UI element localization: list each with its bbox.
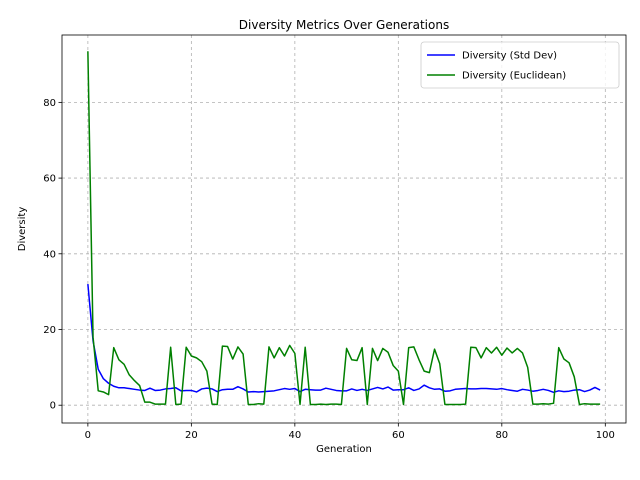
x-tick-label: 40: [288, 430, 301, 441]
x-tick-label: 20: [185, 430, 198, 441]
series-line-0: [87, 284, 601, 394]
axis-ticks: 0 20 40 60 80 100 0 20 40 60 80: [43, 98, 615, 441]
y-tick-label: 40: [43, 249, 56, 260]
legend: Diversity (Std Dev) Diversity (Euclidean): [420, 41, 620, 89]
chart-title: Diversity Metrics Over Generations: [239, 18, 449, 32]
legend-label-0: Diversity (Std Dev): [462, 51, 557, 62]
x-axis-title: Generation: [316, 444, 372, 455]
y-tick-label: 60: [43, 174, 56, 185]
y-axis-title: Diversity: [17, 207, 28, 252]
y-tick-label: 20: [43, 325, 56, 336]
y-tick-label: 0: [50, 401, 56, 412]
grid: [62, 35, 626, 423]
legend-box: [420, 41, 620, 89]
x-tick-label: 100: [596, 430, 615, 441]
series-line-1: [87, 51, 601, 406]
x-tick-label: 60: [392, 430, 405, 441]
x-tick-label: 80: [495, 430, 508, 441]
x-tick-label: 0: [85, 430, 91, 441]
plot-area-frame: [61, 34, 627, 424]
y-tick-label: 80: [43, 98, 56, 109]
series-lines: [87, 51, 601, 406]
legend-label-1: Diversity (Euclidean): [462, 71, 566, 82]
